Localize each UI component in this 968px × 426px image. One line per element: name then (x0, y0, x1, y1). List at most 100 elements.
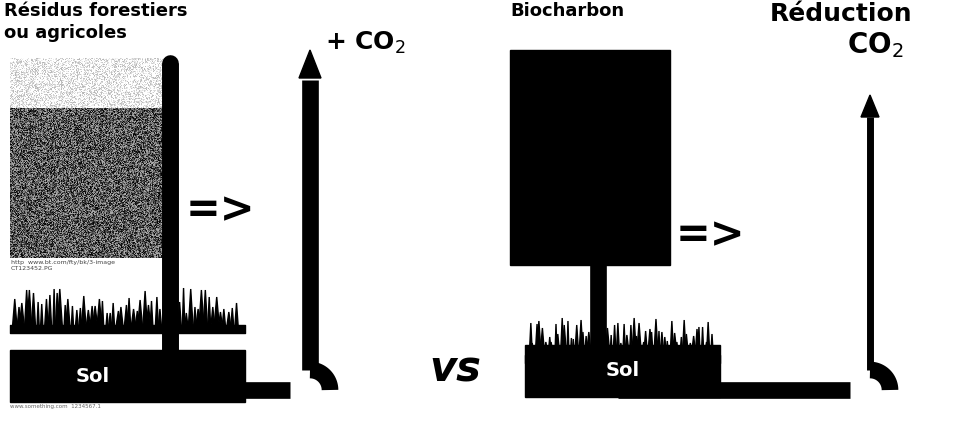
Text: vs: vs (429, 349, 481, 391)
Polygon shape (705, 342, 709, 355)
Polygon shape (13, 299, 16, 325)
Polygon shape (66, 299, 70, 325)
Polygon shape (189, 289, 193, 325)
Polygon shape (156, 297, 159, 325)
Text: Résidus forestiers: Résidus forestiers (4, 2, 188, 20)
Polygon shape (137, 300, 142, 325)
Bar (510, 50, 670, 265)
Polygon shape (219, 312, 223, 325)
Polygon shape (150, 301, 153, 325)
Polygon shape (632, 318, 636, 355)
Polygon shape (698, 327, 700, 355)
Bar (525, 345, 720, 397)
Polygon shape (594, 341, 598, 355)
Polygon shape (530, 343, 533, 355)
Polygon shape (587, 332, 591, 355)
Polygon shape (41, 304, 43, 325)
Polygon shape (536, 321, 541, 355)
Polygon shape (637, 323, 642, 355)
Polygon shape (128, 298, 131, 325)
Polygon shape (629, 325, 632, 355)
Polygon shape (549, 342, 554, 355)
Polygon shape (544, 342, 548, 355)
Polygon shape (596, 318, 599, 355)
Polygon shape (132, 309, 136, 325)
Polygon shape (106, 313, 108, 325)
Polygon shape (108, 313, 111, 325)
Polygon shape (55, 293, 59, 325)
Polygon shape (185, 313, 188, 325)
Polygon shape (79, 308, 81, 325)
Polygon shape (27, 290, 32, 325)
Text: + CO$_2$: + CO$_2$ (325, 30, 406, 56)
Polygon shape (548, 337, 552, 355)
Polygon shape (86, 310, 90, 325)
Text: ou agricoles: ou agricoles (4, 24, 127, 42)
Polygon shape (203, 290, 207, 325)
Polygon shape (672, 333, 677, 355)
Polygon shape (585, 336, 588, 355)
Polygon shape (529, 323, 532, 355)
Polygon shape (591, 322, 593, 355)
Polygon shape (24, 290, 29, 325)
Polygon shape (214, 297, 219, 325)
Polygon shape (617, 323, 620, 355)
Polygon shape (48, 295, 51, 325)
Polygon shape (567, 321, 569, 355)
Polygon shape (159, 309, 162, 325)
Polygon shape (634, 336, 639, 355)
Polygon shape (680, 337, 682, 355)
Polygon shape (535, 324, 539, 355)
Polygon shape (136, 311, 139, 325)
Polygon shape (570, 338, 572, 355)
Text: http  www.bt.com/fty/bk/3-image
CT123452.PG: http www.bt.com/fty/bk/3-image CT123452.… (11, 260, 115, 271)
Polygon shape (199, 290, 204, 325)
Polygon shape (601, 319, 604, 355)
Polygon shape (208, 297, 211, 325)
Text: =>: => (676, 214, 744, 256)
Polygon shape (707, 322, 710, 355)
Polygon shape (610, 335, 612, 355)
Polygon shape (227, 312, 230, 325)
Polygon shape (116, 311, 121, 325)
Polygon shape (602, 324, 607, 355)
Polygon shape (691, 336, 696, 355)
Polygon shape (540, 328, 545, 355)
Polygon shape (555, 324, 557, 355)
Bar (10, 350, 245, 402)
Polygon shape (125, 305, 129, 325)
Polygon shape (711, 334, 713, 355)
Polygon shape (168, 312, 172, 325)
Polygon shape (45, 299, 48, 325)
Polygon shape (666, 341, 669, 355)
Polygon shape (658, 331, 660, 355)
Polygon shape (32, 293, 36, 325)
Polygon shape (560, 318, 563, 355)
Polygon shape (231, 308, 233, 325)
Polygon shape (163, 303, 165, 325)
Polygon shape (648, 329, 652, 355)
Polygon shape (663, 337, 666, 355)
Polygon shape (575, 325, 579, 355)
Polygon shape (620, 343, 622, 355)
Polygon shape (53, 289, 55, 325)
Polygon shape (582, 332, 585, 355)
Text: www.something.com  1234567.1: www.something.com 1234567.1 (10, 404, 101, 409)
Polygon shape (102, 301, 104, 325)
Text: CO$_2$: CO$_2$ (847, 30, 903, 60)
Polygon shape (64, 305, 66, 325)
Polygon shape (653, 319, 658, 355)
Polygon shape (143, 291, 147, 325)
Polygon shape (660, 332, 664, 355)
Polygon shape (194, 307, 197, 325)
Polygon shape (37, 302, 39, 325)
Polygon shape (72, 306, 74, 325)
Polygon shape (76, 310, 78, 325)
Polygon shape (19, 303, 24, 325)
Polygon shape (605, 328, 610, 355)
Polygon shape (93, 306, 98, 325)
Polygon shape (688, 343, 692, 355)
Polygon shape (211, 307, 215, 325)
Polygon shape (650, 332, 653, 355)
Polygon shape (561, 325, 566, 355)
